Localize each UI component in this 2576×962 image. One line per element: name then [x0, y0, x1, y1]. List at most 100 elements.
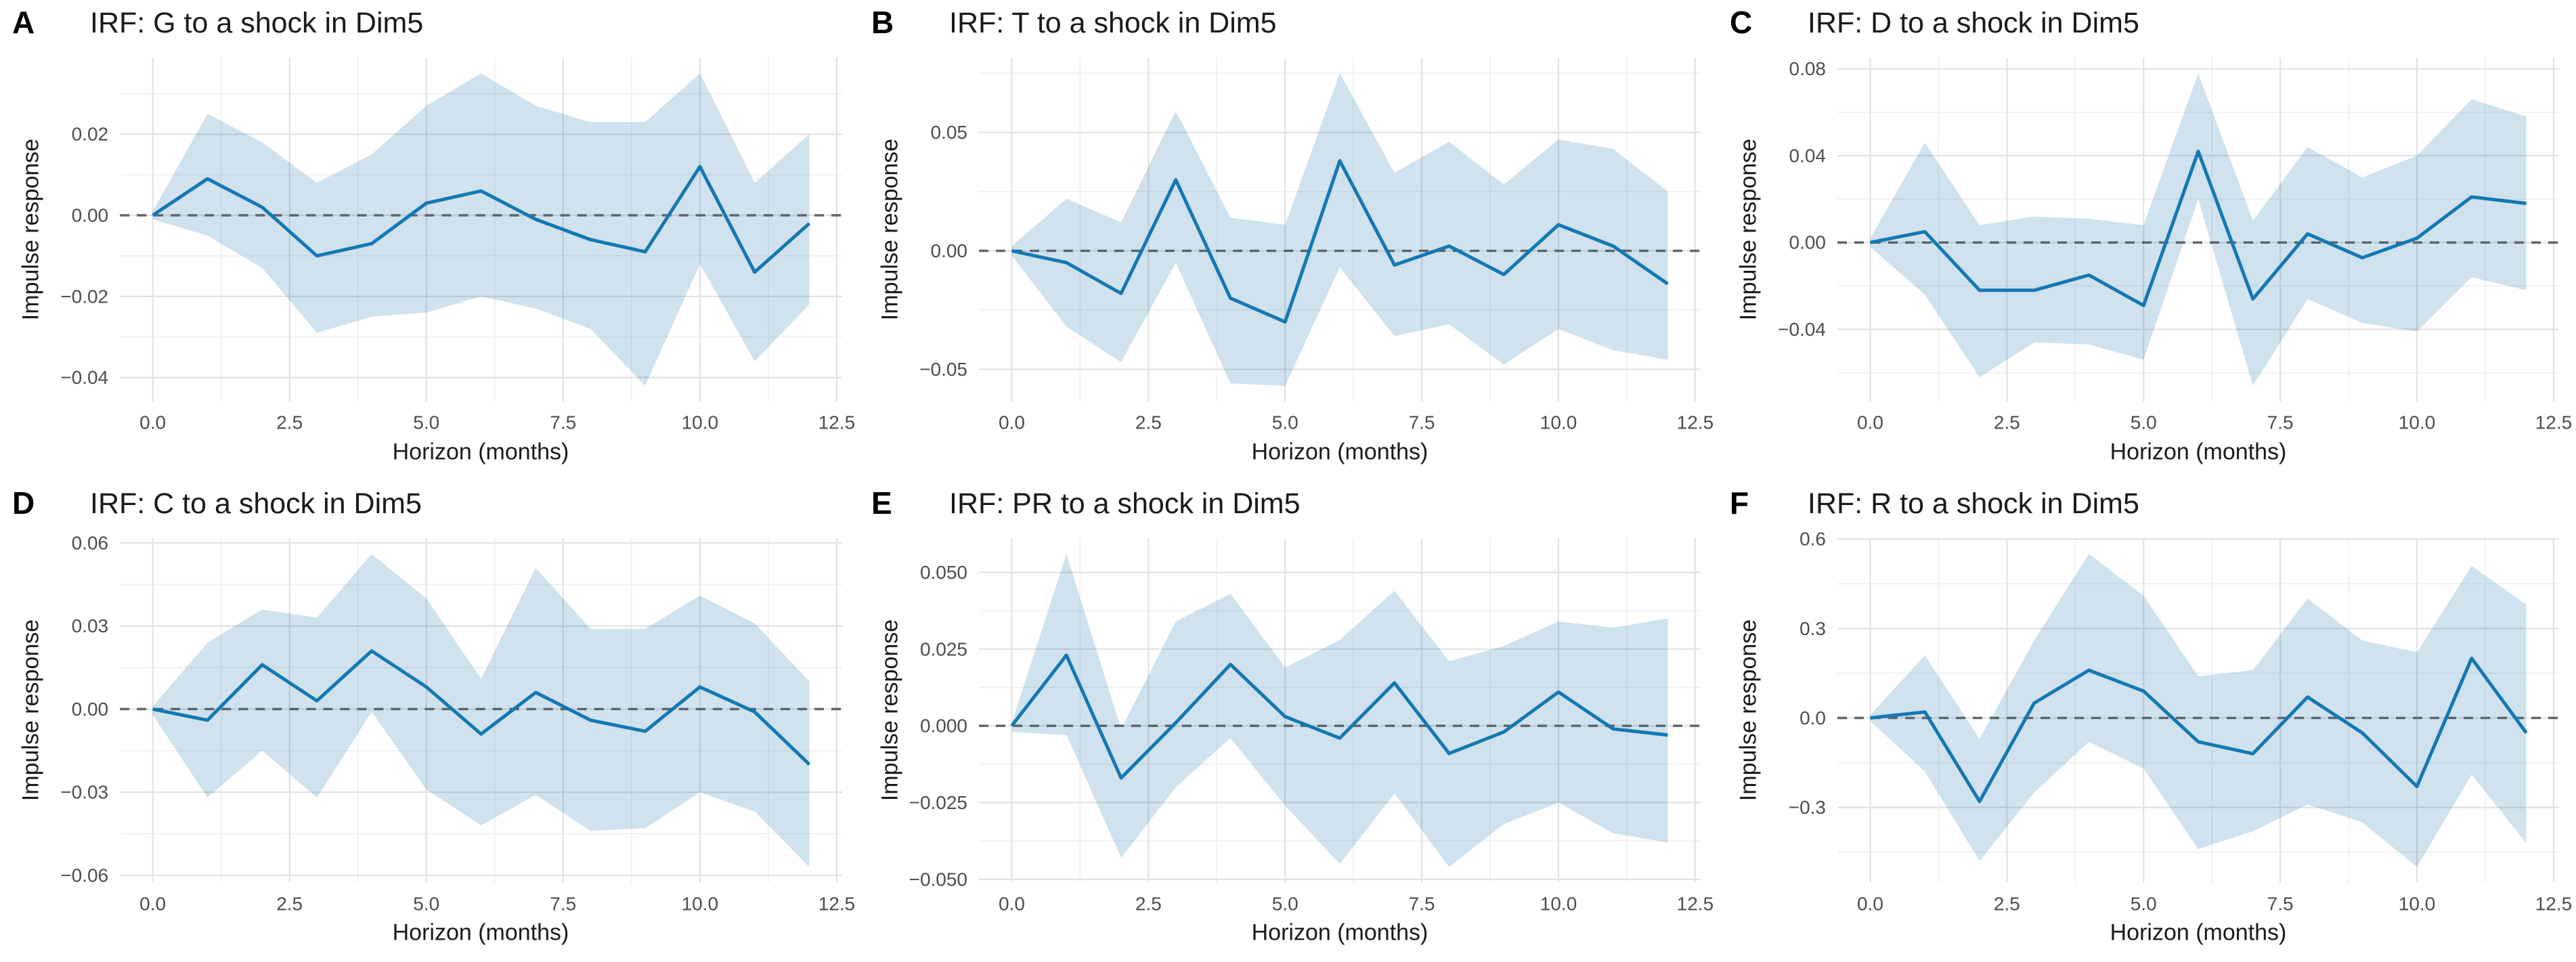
x-axis-title: Horizon (months) — [392, 919, 569, 946]
y-tick-label: −0.050 — [909, 869, 967, 890]
confidence-ribbon — [1870, 554, 2527, 867]
irf-line — [1010, 653, 1668, 780]
y-tick-label: 0.00 — [72, 699, 109, 720]
x-tick-label: 5.0 — [1272, 412, 1298, 433]
panel-title: IRF: R to a shock in Dim5 — [1808, 487, 2139, 520]
y-tick-label: 0.05 — [931, 122, 968, 143]
irf-plot: 0.06 0.03 0.00 −0.03 −0.06 0.0 2.5 5.0 7.5 10.0 12… — [60, 533, 856, 915]
panel-title: IRF: PR to a shock in Dim5 — [949, 487, 1301, 520]
y-tick-label: −0.025 — [909, 792, 967, 813]
x-tick-label: 12.5 — [818, 893, 856, 914]
x-tick-label: 7.5 — [1409, 893, 1435, 914]
panel-c: C IRF: D to a shock in Dim5 Impulse resp… — [1718, 0, 2576, 481]
y-tick-label: −0.04 — [60, 367, 108, 388]
x-tick-label: 2.5 — [1135, 893, 1162, 914]
x-tick-label: 12.5 — [2535, 412, 2573, 433]
y-tick-label: −0.02 — [60, 286, 108, 307]
confidence-ribbon — [1011, 554, 1668, 867]
confidence-ribbon — [1870, 73, 2527, 386]
irf-plot: 0.02 0.00 −0.02 −0.04 0.0 2.5 5.0 7.5 10.0 12.5 — [60, 58, 856, 433]
x-tick-label: 10.0 — [1540, 412, 1577, 433]
y-tick-label: 0.00 — [1789, 232, 1827, 253]
x-axis-title: Horizon (months) — [392, 439, 569, 465]
irf-plot: 0.05 0.00 −0.05 0.0 2.5 5.0 7.5 10.0 12.5 — [919, 58, 1714, 433]
y-tick-label: 0.00 — [72, 205, 109, 226]
x-tick-label: 7.5 — [2267, 893, 2294, 914]
panel-letter: F — [1730, 485, 1749, 521]
panel-letter: B — [871, 5, 894, 40]
x-tick-label: 2.5 — [276, 412, 303, 433]
y-tick-label: −0.3 — [1789, 797, 1826, 818]
y-tick-label: −0.04 — [1778, 319, 1826, 340]
x-tick-label: 0.0 — [999, 412, 1025, 433]
x-tick-label: 2.5 — [276, 893, 303, 914]
panel-letter: E — [871, 485, 892, 521]
irf-line — [152, 165, 811, 274]
x-tick-label: 5.0 — [1272, 893, 1298, 914]
panel-a: A IRF: G to a shock in Dim5 Impulse resp… — [0, 0, 859, 481]
irf-plot: 0.08 0.04 0.00 −0.04 0.0 2.5 5.0 7.5 10.0 12.5 — [1778, 58, 2573, 433]
confidence-ribbon — [152, 73, 810, 386]
y-tick-label: 0.00 — [931, 240, 968, 261]
irf-line — [1869, 150, 2527, 307]
y-tick-label: 0.04 — [1789, 145, 1827, 166]
y-tick-label: −0.05 — [919, 359, 967, 380]
x-tick-label: 12.5 — [1677, 893, 1713, 914]
x-tick-label: 7.5 — [1409, 412, 1435, 433]
irf-line — [1011, 159, 1669, 324]
panel-d: D IRF: C to a shock in Dim5 Impulse resp… — [0, 481, 859, 962]
x-tick-label: 2.5 — [1994, 412, 2020, 433]
panel-title: IRF: C to a shock in Dim5 — [90, 487, 422, 520]
x-tick-label: 0.0 — [1857, 893, 1883, 914]
x-tick-label: 7.5 — [2267, 412, 2294, 433]
panel-b: B IRF: T to a shock in Dim5 Impulse resp… — [859, 0, 1718, 481]
confidence-ribbon — [152, 554, 810, 867]
irf-plot: 0.050 0.025 0.000 −0.025 −0.050 0.0 2.5 5.0 7.5 1… — [909, 538, 1713, 914]
x-tick-label: 10.0 — [682, 893, 719, 914]
y-tick-label: −0.03 — [60, 782, 108, 803]
irf-plot: 0.6 0.3 0.0 −0.3 0.0 2.5 5.0 7.5 10.0 12.5 — [1789, 529, 2572, 915]
x-tick-label: 2.5 — [1135, 412, 1162, 433]
x-tick-label: 12.5 — [818, 412, 856, 433]
x-tick-label: 7.5 — [550, 893, 576, 914]
y-tick-label: 0.03 — [72, 615, 109, 636]
y-tick-label: 0.08 — [1789, 58, 1827, 79]
x-tick-label: 5.0 — [413, 893, 439, 914]
x-tick-label: 0.0 — [999, 893, 1025, 914]
x-axis-title: Horizon (months) — [2110, 439, 2287, 465]
panel-title: IRF: D to a shock in Dim5 — [1808, 7, 2139, 39]
x-tick-label: 10.0 — [2399, 893, 2435, 914]
y-tick-label: 0.02 — [72, 124, 109, 145]
irf-line — [152, 649, 811, 766]
x-tick-label: 2.5 — [1994, 893, 2020, 914]
panel-letter: A — [12, 5, 35, 40]
y-tick-label: 0.050 — [920, 562, 967, 583]
panel-e: E IRF: PR to a shock in Dim5 Impulse res… — [859, 481, 1718, 962]
x-tick-label: 10.0 — [2399, 412, 2436, 433]
x-axis-title: Horizon (months) — [1251, 919, 1428, 946]
x-tick-label: 0.0 — [139, 893, 166, 914]
x-tick-label: 5.0 — [413, 412, 439, 433]
confidence-ribbon — [1011, 73, 1668, 386]
y-tick-label: 0.06 — [72, 533, 109, 554]
x-tick-label: 7.5 — [550, 412, 576, 433]
y-tick-label: 0.000 — [920, 716, 967, 737]
x-tick-label: 12.5 — [2535, 893, 2572, 914]
panel-letter: D — [12, 485, 35, 521]
x-tick-label: 0.0 — [139, 412, 166, 433]
y-tick-label: 0.6 — [1799, 529, 1826, 550]
x-axis-title: Horizon (months) — [2110, 919, 2287, 946]
panel-letter: C — [1730, 5, 1753, 40]
y-tick-label: 0.025 — [920, 638, 967, 659]
y-tick-label: 0.3 — [1799, 618, 1826, 639]
x-tick-label: 12.5 — [1677, 412, 1714, 433]
x-tick-label: 5.0 — [2131, 412, 2157, 433]
x-tick-label: 5.0 — [2131, 893, 2157, 914]
x-tick-label: 10.0 — [1540, 893, 1577, 914]
panel-title: IRF: T to a shock in Dim5 — [949, 7, 1277, 39]
x-tick-label: 10.0 — [682, 412, 719, 433]
panel-title: IRF: G to a shock in Dim5 — [90, 7, 424, 39]
x-axis-title: Horizon (months) — [1251, 439, 1428, 465]
y-tick-label: 0.0 — [1799, 707, 1826, 728]
